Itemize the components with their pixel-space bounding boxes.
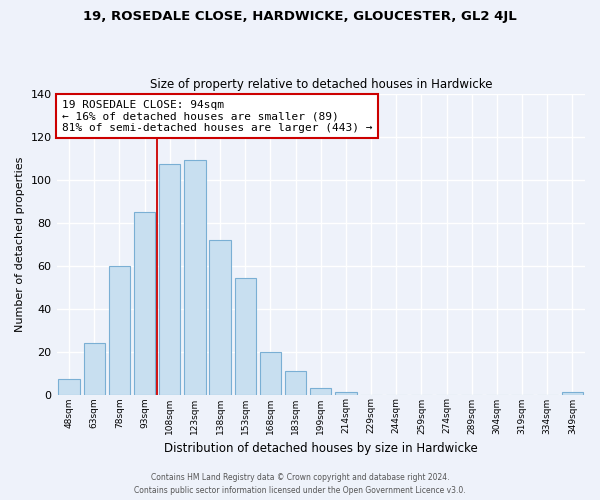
Bar (310, 388, 331, 394)
X-axis label: Distribution of detached houses by size in Hardwicke: Distribution of detached houses by size … (164, 442, 478, 455)
Bar (335, 392, 356, 394)
Bar (562, 392, 583, 394)
Text: Contains HM Land Registry data © Crown copyright and database right 2024.
Contai: Contains HM Land Registry data © Crown c… (134, 474, 466, 495)
Bar (58, 380, 80, 394)
Bar (209, 240, 231, 394)
Text: 19, ROSEDALE CLOSE, HARDWICKE, GLOUCESTER, GL2 4JL: 19, ROSEDALE CLOSE, HARDWICKE, GLOUCESTE… (83, 10, 517, 23)
Bar (109, 266, 130, 394)
Bar (235, 278, 256, 394)
Bar (184, 160, 206, 394)
Bar (285, 371, 307, 394)
Bar (134, 212, 155, 394)
Text: 19 ROSEDALE CLOSE: 94sqm
← 16% of detached houses are smaller (89)
81% of semi-d: 19 ROSEDALE CLOSE: 94sqm ← 16% of detach… (62, 100, 373, 133)
Bar (260, 352, 281, 395)
Y-axis label: Number of detached properties: Number of detached properties (15, 156, 25, 332)
Bar (83, 343, 105, 394)
Title: Size of property relative to detached houses in Hardwicke: Size of property relative to detached ho… (149, 78, 492, 91)
Bar (159, 164, 181, 394)
